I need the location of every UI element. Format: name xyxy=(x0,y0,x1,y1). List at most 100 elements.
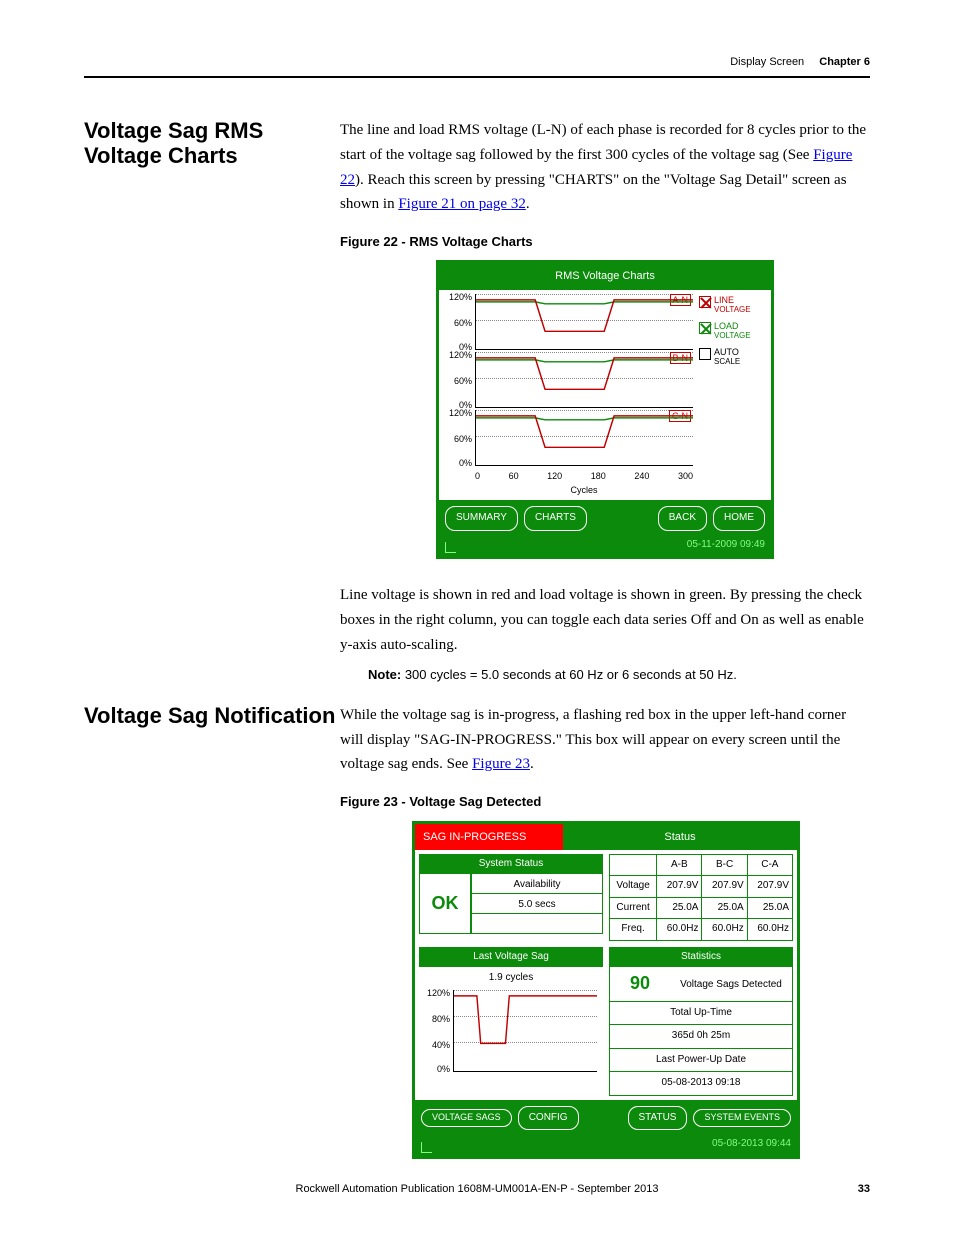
x-axis: 0 60 120 180 240 300 xyxy=(475,468,693,484)
figure-23-caption: Figure 23 - Voltage Sag Detected xyxy=(340,791,870,812)
link-figure-23[interactable]: Figure 23 xyxy=(472,756,530,772)
link-figure-21[interactable]: Figure 21 on page 32 xyxy=(398,196,525,212)
f-ca: 60.0Hz xyxy=(747,919,792,941)
s1-p1a: The line and load RMS voltage (L-N) of e… xyxy=(340,122,866,163)
stats-title: Statistics xyxy=(609,947,793,968)
xt5: 300 xyxy=(678,469,693,484)
lvs-y0: 0% xyxy=(422,1062,450,1077)
summary-button[interactable]: SUMMARY xyxy=(445,506,518,531)
device-timestamp: 05-11-2009 09:49 xyxy=(439,537,771,557)
section-sag-notification: Voltage Sag Notification While the volta… xyxy=(84,703,870,1159)
status-title: Status xyxy=(563,824,797,850)
figure-23-device: SAG IN-PROGRESS Status System Status OK … xyxy=(412,821,800,1159)
i-ab: 25.0A xyxy=(657,897,702,919)
table-row: A-B B-C C-A xyxy=(610,854,793,876)
stats-count: 90 xyxy=(610,967,670,1001)
secs-cell: 5.0 secs xyxy=(471,894,603,914)
col-bc: B-C xyxy=(702,854,747,876)
f-bc: 60.0Hz xyxy=(702,919,747,941)
leg-line-sub: VOLTAGE xyxy=(714,305,751,314)
legend-column: LINEVOLTAGE LOADVOLTAGE AUTOSCALE xyxy=(693,294,765,499)
legend-auto-scale[interactable]: AUTOSCALE xyxy=(699,348,765,366)
uptime-label: Total Up-Time xyxy=(609,1002,793,1026)
mini-chart-a: 120% 60% 0% A-N xyxy=(475,294,693,350)
xt0: 0 xyxy=(475,469,480,484)
leg-load-sub: VOLTAGE xyxy=(714,331,751,340)
back-button[interactable]: BACK xyxy=(658,506,707,531)
measurements-panel: A-B B-C C-A Voltage 207.9V 207.9V 207.9V xyxy=(609,854,793,941)
yc-0: 0% xyxy=(444,456,472,471)
header-section: Display Screen xyxy=(730,56,804,68)
i-ca: 25.0A xyxy=(747,897,792,919)
header-chapter: Chapter 6 xyxy=(819,56,870,68)
page-number: 33 xyxy=(858,1183,870,1195)
powerup-value: 05-08-2013 09:18 xyxy=(609,1072,793,1096)
mini-chart-b: 120% 60% 0% B-N xyxy=(475,352,693,408)
availability-cell: Availability xyxy=(471,874,603,894)
v-ab: 207.9V xyxy=(657,876,702,898)
yc-60: 60% xyxy=(444,432,472,447)
system-status-panel: System Status OK Availability 5.0 secs xyxy=(419,854,603,941)
statistics-panel: Statistics 90 Voltage Sags Detected Tota… xyxy=(609,947,793,1096)
config-button[interactable]: CONFIG xyxy=(518,1106,579,1131)
yb-60: 60% xyxy=(444,374,472,389)
section1-title-text: Voltage Sag RMS Voltage Charts xyxy=(84,118,263,168)
blank-cell xyxy=(471,914,603,934)
system-events-button[interactable]: SYSTEM EVENTS xyxy=(693,1109,791,1127)
uptime-value: 365d 0h 25m xyxy=(609,1025,793,1049)
figure-22-caption: Figure 22 - RMS Voltage Charts xyxy=(340,231,870,252)
sag-in-progress-flag: SAG IN-PROGRESS xyxy=(415,824,563,850)
xt4: 240 xyxy=(634,469,649,484)
x-axis-label: Cycles xyxy=(475,483,693,498)
sysev-label: SYSTEM EVENTS xyxy=(704,1112,780,1122)
powerup-label: Last Power-Up Date xyxy=(609,1049,793,1073)
home-button[interactable]: HOME xyxy=(713,506,765,531)
vsags-label: VOLTAGE SAGS xyxy=(432,1112,501,1122)
lvs-title: Last Voltage Sag xyxy=(419,947,603,968)
page-header: Display Screen Chapter 6 xyxy=(730,56,870,68)
device23-timestamp: 05-08-2013 09:44 xyxy=(415,1136,797,1156)
ok-indicator: OK xyxy=(419,874,471,934)
legend-load-voltage[interactable]: LOADVOLTAGE xyxy=(699,322,765,340)
section1-body: The line and load RMS voltage (L-N) of e… xyxy=(340,118,870,685)
leg-line-top: LINE xyxy=(714,295,734,305)
leg-auto-sub: SCALE xyxy=(714,357,740,366)
voltage-sags-button[interactable]: VOLTAGE SAGS xyxy=(421,1109,512,1127)
charts-button[interactable]: CHARTS xyxy=(524,506,587,531)
y-120: 120% xyxy=(444,290,472,305)
section2-body: While the voltage sag is in-progress, a … xyxy=(340,703,870,1159)
status-button[interactable]: STATUS xyxy=(628,1106,688,1131)
lvs-y40: 40% xyxy=(422,1038,450,1053)
mid-paragraph: Line voltage is shown in red and load vo… xyxy=(340,583,870,657)
section-title: Voltage Sag RMS Voltage Charts xyxy=(84,118,340,685)
table-row: Current 25.0A 25.0A 25.0A xyxy=(610,897,793,919)
lvs-y80: 80% xyxy=(422,1012,450,1027)
last-voltage-sag-panel: Last Voltage Sag 1.9 cycles 120% 80% 40%… xyxy=(419,947,603,1096)
section-rms-charts: Voltage Sag RMS Voltage Charts The line … xyxy=(84,118,870,685)
mini-chart-c: 120% 60% 0% C-N xyxy=(475,410,693,466)
leg-load-top: LOAD xyxy=(714,321,739,331)
page-footer: Rockwell Automation Publication 1608M-UM… xyxy=(84,1183,870,1195)
table-row: Voltage 207.9V 207.9V 207.9V xyxy=(610,876,793,898)
row-voltage-label: Voltage xyxy=(610,876,657,898)
legend-line-voltage[interactable]: LINEVOLTAGE xyxy=(699,296,765,314)
device-button-row: SUMMARY CHARTS BACK HOME xyxy=(439,500,771,537)
y-60: 60% xyxy=(444,316,472,331)
device-title: RMS Voltage Charts xyxy=(439,263,771,289)
checkbox-icon xyxy=(699,296,711,308)
i-bc: 25.0A xyxy=(702,897,747,919)
sys-status-title: System Status xyxy=(419,854,603,875)
device23-button-row: VOLTAGE SAGS CONFIG STATUS SYSTEM EVENTS xyxy=(415,1100,797,1137)
col-blank xyxy=(610,854,657,876)
yc-120: 120% xyxy=(444,406,472,421)
device23-top: SAG IN-PROGRESS Status xyxy=(415,824,797,850)
stats-count-label: Voltage Sags Detected xyxy=(670,979,792,990)
s2-p1a: While the voltage sag is in-progress, a … xyxy=(340,707,846,773)
col-ab: A-B xyxy=(657,854,702,876)
leg-auto-top: AUTO xyxy=(714,347,739,357)
lvs-chart: 120% 80% 40% 0% xyxy=(453,990,597,1072)
col-ca: C-A xyxy=(747,854,792,876)
checkbox-icon xyxy=(699,322,711,334)
xt1: 60 xyxy=(509,469,519,484)
table-row: Freq. 60.0Hz 60.0Hz 60.0Hz xyxy=(610,919,793,941)
